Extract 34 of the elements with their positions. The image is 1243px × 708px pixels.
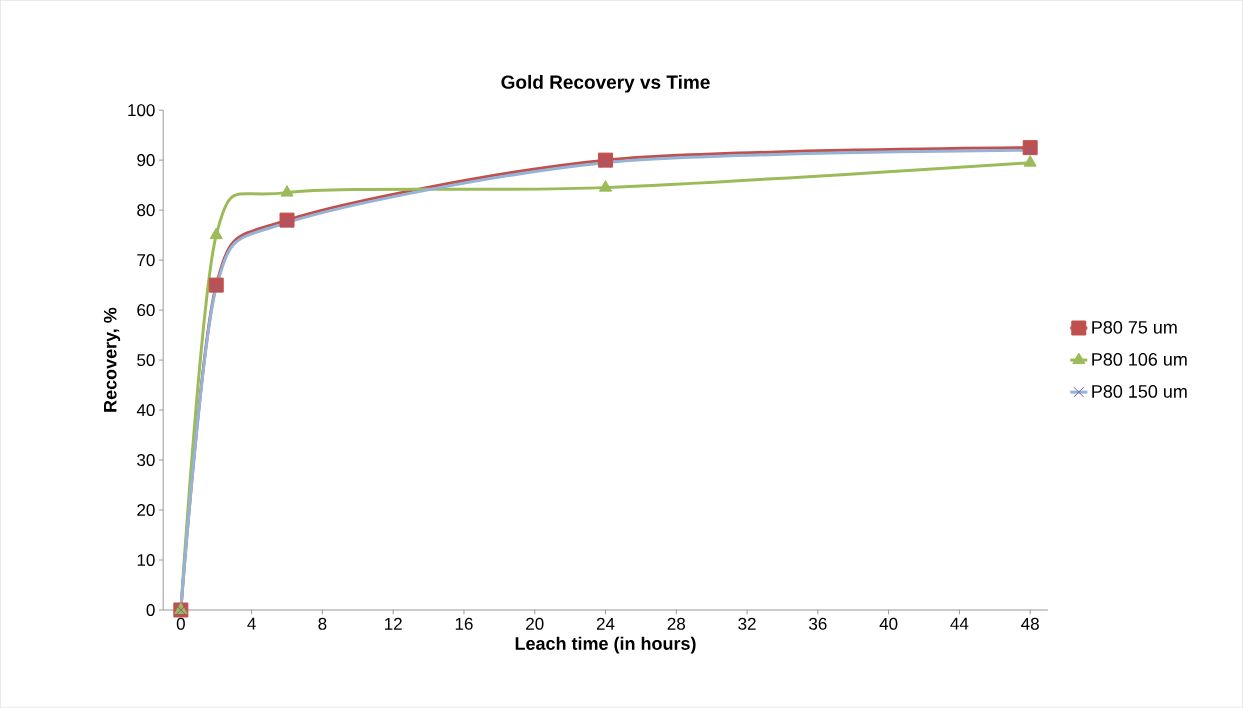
x-tick-label: 4 xyxy=(247,617,256,630)
legend-label: P80 150 um xyxy=(1092,385,1187,398)
x-tick-label: 16 xyxy=(455,617,473,630)
point xyxy=(598,180,613,192)
x-tick-label: 12 xyxy=(385,617,402,630)
x-tick-label: 48 xyxy=(1021,617,1039,630)
x-tick-label: 28 xyxy=(667,617,685,630)
x-tick-label: 20 xyxy=(526,617,544,630)
y-tick-label: 100 xyxy=(128,104,155,117)
x-tick-label: 40 xyxy=(879,617,898,630)
chart-title: Gold Recovery vs Time xyxy=(501,74,710,93)
legend-label: P80 106 um xyxy=(1092,352,1187,366)
y-tick-label: 90 xyxy=(137,154,155,167)
y-tick-label: 40 xyxy=(136,403,155,416)
x-tick-label: 36 xyxy=(809,617,827,630)
y-tick-label: 10 xyxy=(137,553,155,566)
y-tick-label: 50 xyxy=(137,353,155,367)
x-tick-label: 44 xyxy=(950,617,969,630)
x-tick-label: 32 xyxy=(738,617,756,630)
y-tick-label: 80 xyxy=(137,204,155,217)
point xyxy=(1023,155,1037,167)
y-tick-label: 60 xyxy=(137,303,155,317)
point xyxy=(209,227,223,240)
y-axis-title: Recovery, % xyxy=(103,307,121,412)
legend-label: P80 75 um xyxy=(1092,320,1177,334)
x-axis-title: Leach time (in hours) xyxy=(515,636,696,654)
y-tick-label: 0 xyxy=(146,603,155,616)
y-tick-label: 30 xyxy=(137,453,155,466)
point xyxy=(280,185,294,197)
y-tick-label: 20 xyxy=(137,503,155,516)
y-tick-label: 70 xyxy=(137,254,155,267)
x-tick-label: 0 xyxy=(176,617,185,630)
x-tick-label: 8 xyxy=(318,617,327,630)
x-tick-label: 24 xyxy=(596,617,615,630)
